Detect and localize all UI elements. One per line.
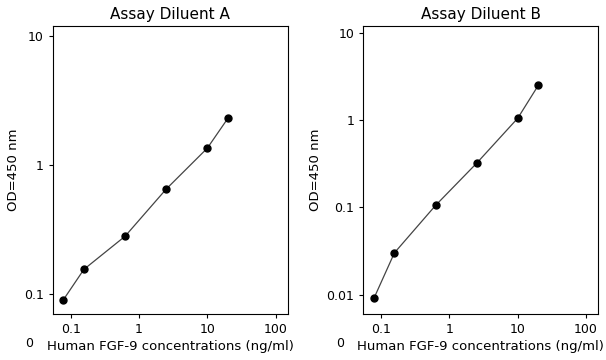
Text: 0: 0 — [336, 337, 344, 350]
X-axis label: Human FGF-9 concentrations (ng/ml): Human FGF-9 concentrations (ng/ml) — [47, 340, 294, 353]
Title: Assay Diluent A: Assay Diluent A — [110, 7, 230, 22]
Text: 0: 0 — [25, 337, 33, 350]
Y-axis label: OD=450 nm: OD=450 nm — [7, 129, 20, 211]
Y-axis label: OD=450 nm: OD=450 nm — [310, 129, 322, 211]
Title: Assay Diluent B: Assay Diluent B — [421, 7, 541, 22]
X-axis label: Human FGF-9 concentrations (ng/ml): Human FGF-9 concentrations (ng/ml) — [358, 340, 604, 353]
